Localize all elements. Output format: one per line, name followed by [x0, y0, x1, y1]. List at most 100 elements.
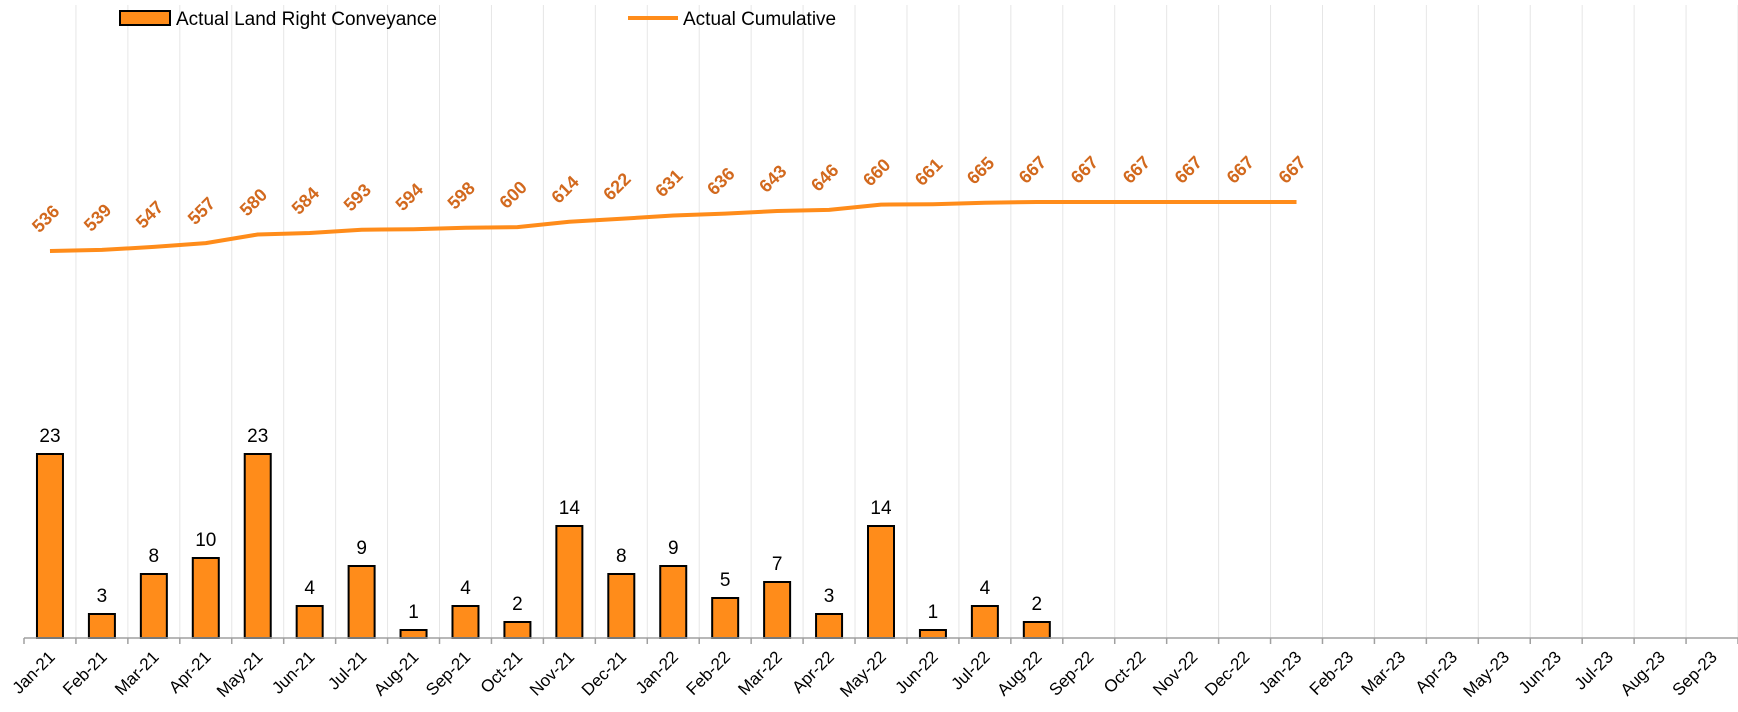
cumulative-data-label: 667 [1067, 152, 1102, 187]
x-tick-label: Sep-21 [422, 647, 474, 699]
cumulative-data-label: 643 [755, 161, 790, 196]
bar-data-label: 4 [460, 578, 471, 599]
cumulative-data-label: 667 [1223, 152, 1258, 187]
x-tick-label: Dec-22 [1201, 647, 1253, 699]
bar [607, 573, 636, 639]
x-tick-label: Nov-22 [1149, 647, 1201, 699]
x-tick-label: Mar-22 [734, 647, 786, 699]
bar [243, 453, 272, 639]
bar-data-label: 5 [720, 570, 731, 591]
cumulative-data-label: 660 [859, 155, 894, 190]
cumulative-data-label: 580 [236, 185, 271, 220]
x-tick-label: Feb-21 [59, 647, 111, 699]
x-tick-label: Jul-22 [948, 647, 994, 693]
bar [815, 613, 844, 639]
bar [399, 629, 428, 639]
legend-bar-swatch [119, 10, 171, 26]
x-tick-label: Mar-23 [1358, 647, 1410, 699]
bar [451, 605, 480, 639]
bar-data-label: 10 [195, 530, 216, 551]
bar [970, 605, 999, 639]
cumulative-line [49, 200, 1297, 253]
x-tick-label: Aug-23 [1617, 647, 1669, 699]
cumulative-data-label: 665 [963, 153, 998, 188]
cumulative-data-label: 598 [444, 178, 479, 213]
bar-data-label: 7 [772, 554, 783, 575]
cumulative-data-label: 667 [1171, 152, 1206, 187]
x-tick-label: Sep-23 [1669, 647, 1721, 699]
cumulative-data-label: 636 [703, 164, 738, 199]
bar [191, 557, 220, 639]
x-tick-label: Jan-22 [632, 647, 682, 697]
x-tick-label: Feb-22 [682, 647, 734, 699]
bar [659, 565, 688, 639]
x-tick-label: Jun-23 [1515, 647, 1565, 697]
x-tick-label: Mar-21 [111, 647, 163, 699]
cumulative-data-label: 667 [1275, 152, 1310, 187]
bar-data-label: 14 [559, 498, 581, 519]
bar [35, 453, 64, 639]
bar-data-label: 8 [616, 546, 627, 567]
bar-data-label: 4 [304, 578, 315, 599]
x-tick-label: Jan-21 [9, 647, 59, 697]
x-tick-label: Feb-23 [1306, 647, 1358, 699]
cumulative-data-label: 600 [495, 177, 530, 212]
cumulative-data-label: 539 [80, 200, 115, 235]
bar [711, 597, 740, 639]
bar-data-label: 23 [39, 426, 60, 447]
x-tick-label: Jan-23 [1255, 647, 1305, 697]
x-tick-label: Aug-22 [993, 647, 1045, 699]
x-tick-label: Jun-22 [892, 647, 942, 697]
x-tick-label: Dec-21 [578, 647, 630, 699]
bar [347, 565, 376, 639]
bar [139, 573, 168, 639]
gridlines [75, 5, 1738, 638]
cumulative-data-label: 547 [132, 197, 167, 232]
x-tick-label: May-23 [1460, 647, 1514, 701]
bar [763, 581, 792, 639]
x-tick-label: May-21 [213, 647, 267, 701]
bar-data-label: 4 [980, 578, 991, 599]
bar-data-label: 1 [928, 602, 939, 623]
x-tick-label: Oct-22 [1100, 647, 1150, 697]
cumulative-data-label: 646 [807, 160, 842, 195]
x-tick-label: Oct-21 [477, 647, 527, 697]
x-tick-label: Aug-21 [370, 647, 422, 699]
bar [503, 621, 532, 639]
bar-data-label: 2 [1032, 594, 1043, 615]
line-series: 536 539 547 557 580 584 593 594 598 600 614 622 631 6… [28, 152, 1310, 253]
cumulative-data-label: 667 [1015, 152, 1050, 187]
legend: Actual Land Right Conveyance Actual Cumu… [119, 9, 836, 30]
bar-data-label: 3 [97, 586, 108, 607]
cumulative-data-label: 667 [1119, 152, 1154, 187]
cumulative-data-label: 622 [599, 169, 634, 204]
cumulative-data-label: 614 [547, 172, 582, 207]
cumulative-data-label: 593 [340, 180, 375, 215]
legend-line-label: Actual Cumulative [683, 9, 836, 30]
x-tick-label: Apr-23 [1412, 647, 1462, 697]
bar-data-label: 3 [824, 586, 835, 607]
x-tick-label: Apr-21 [165, 647, 215, 697]
x-tick-label: Jul-23 [1571, 647, 1617, 693]
bar-data-label: 9 [356, 538, 367, 559]
bar-data-label: 23 [247, 426, 268, 447]
x-tick-label: May-22 [836, 647, 890, 701]
bar [87, 613, 116, 639]
bar [867, 525, 895, 639]
cumulative-data-label: 536 [28, 201, 63, 236]
bar-data-label: 8 [149, 546, 160, 567]
x-tick-label: Jul-21 [324, 647, 370, 693]
bar [918, 629, 947, 639]
x-tick-label: Nov-21 [526, 647, 578, 699]
cumulative-data-label: 631 [651, 166, 686, 201]
bar-data-label: 14 [870, 498, 892, 519]
legend-bar-label: Actual Land Right Conveyance [176, 9, 437, 30]
cumulative-data-label: 594 [392, 179, 427, 214]
x-tick-label: Jun-21 [268, 647, 318, 697]
x-tick-label: Apr-22 [788, 647, 838, 697]
bar [1022, 621, 1051, 639]
cumulative-data-label: 661 [911, 154, 946, 189]
